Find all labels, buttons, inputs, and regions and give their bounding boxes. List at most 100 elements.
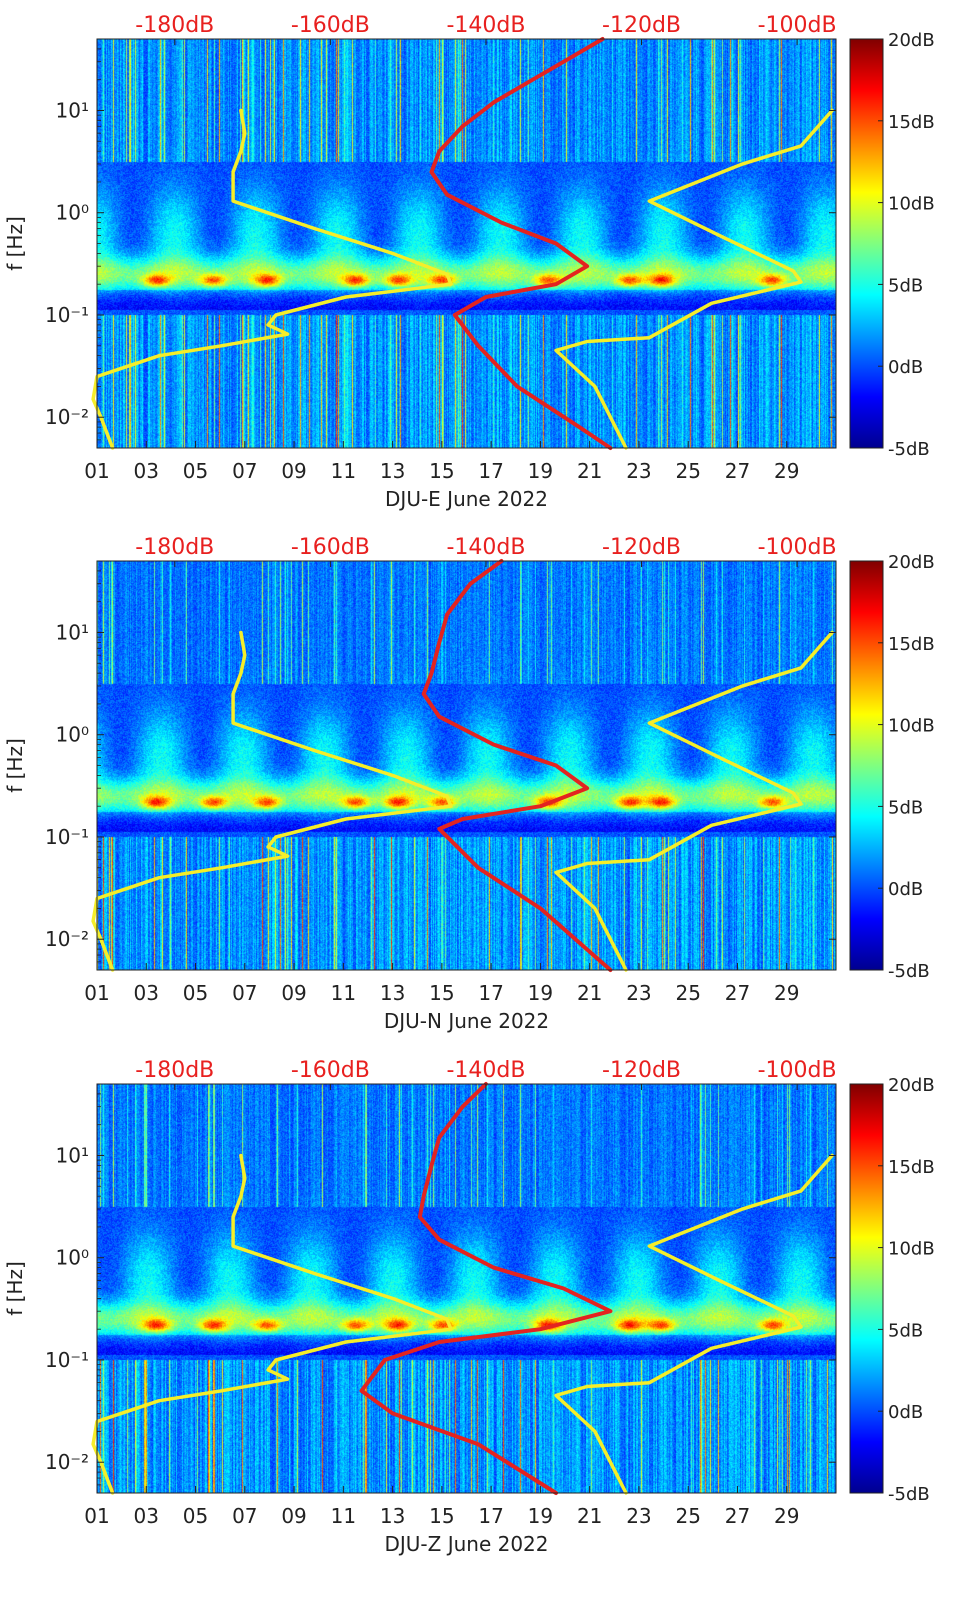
x-axis-tick-label: 23 <box>626 981 651 1005</box>
spectrogram-panel-e: -180dB -160dB -140dB -120dB -100dB 10¹ 10⁰ 10⁻¹… <box>3 13 935 511</box>
top-axis-tick-label: -160dB <box>291 1058 370 1083</box>
x-axis-tick-label: 11 <box>331 981 356 1005</box>
y-axis-tick-label: 10⁰ <box>56 723 89 747</box>
noise-model-line <box>554 108 834 450</box>
x-axis-tick-label: 03 <box>134 459 159 483</box>
colorbar <box>849 38 884 449</box>
top-axis-tick-label: -140dB <box>446 535 525 560</box>
x-axis-tick-label: 07 <box>232 1504 257 1528</box>
y-axis-tick-label: 10⁰ <box>56 1246 89 1270</box>
colorbar <box>849 560 884 971</box>
x-axis-tick-label: 29 <box>774 1504 799 1528</box>
x-axis-tick-label: 11 <box>331 459 356 483</box>
colorbar-tick-label: -5dB <box>888 1484 930 1505</box>
x-axis-tick-label: 13 <box>380 459 405 483</box>
x-axis-tick-label: 21 <box>577 1504 602 1528</box>
y-axis-tick-label: 10⁻¹ <box>45 1348 89 1372</box>
x-axis-tick-label: 01 <box>84 459 109 483</box>
top-axis-tick-label: -160dB <box>291 13 370 38</box>
top-axis-tick-label: -100dB <box>758 1058 837 1083</box>
spectrogram-heatmap <box>97 561 836 970</box>
colorbar-tick-label: 15dB <box>888 1157 935 1178</box>
y-axis-tick-label: 10¹ <box>56 1143 89 1167</box>
x-axis-tick-label: 19 <box>528 1504 553 1528</box>
colorbar-tick-label: 10dB <box>888 716 935 737</box>
top-axis-tick-label: -160dB <box>291 535 370 560</box>
top-axis-tick-label: -100dB <box>758 13 837 38</box>
x-axis-tick-label: 09 <box>281 981 306 1005</box>
x-axis-tick-label: 01 <box>84 981 109 1005</box>
spectrogram-heatmap <box>97 39 836 448</box>
colorbar-tick-label: 5dB <box>888 275 923 296</box>
top-axis-tick-label: -100dB <box>758 535 837 560</box>
station-psd-line <box>359 1082 613 1495</box>
x-axis-tick-label: 27 <box>725 459 750 483</box>
x-axis-tick-label: 27 <box>725 981 750 1005</box>
colorbar-tick-label: 20dB <box>888 1075 935 1096</box>
x-axis-tick-label: 25 <box>675 459 700 483</box>
x-axis-label: DJU-N June 2022 <box>384 1009 549 1033</box>
noise-model-line <box>554 630 834 972</box>
top-axis-tick-label: -140dB <box>446 13 525 38</box>
x-axis-label: DJU-E June 2022 <box>385 487 548 511</box>
colorbar-tick-label: 0dB <box>888 879 923 900</box>
spectrogram-heatmap <box>97 1084 836 1493</box>
top-axis-tick-label: -120dB <box>602 535 681 560</box>
colorbar-tick-label: 15dB <box>888 112 935 133</box>
x-axis-tick-label: 09 <box>281 459 306 483</box>
colorbar <box>849 1083 884 1494</box>
x-axis-tick-label: 09 <box>281 1504 306 1528</box>
x-axis-tick-label: 21 <box>577 459 602 483</box>
x-axis-tick-label: 15 <box>429 459 454 483</box>
colorbar-tick-label: -5dB <box>888 439 930 460</box>
x-axis-tick-label: 13 <box>380 1504 405 1528</box>
spectrogram-panel-n: -180dB -160dB -140dB -120dB -100dB 10¹ 10⁰ 10⁻¹… <box>3 535 935 1033</box>
x-axis-tick-label: 05 <box>183 981 208 1005</box>
x-axis-tick-label: 07 <box>232 981 257 1005</box>
x-axis-tick-label: 03 <box>134 981 159 1005</box>
x-axis-tick-label: 13 <box>380 981 405 1005</box>
x-axis-tick-label: 03 <box>134 1504 159 1528</box>
x-axis-tick-label: 25 <box>675 981 700 1005</box>
x-axis-tick-label: 25 <box>675 1504 700 1528</box>
colorbar-tick-label: -5dB <box>888 961 930 982</box>
top-axis-tick-label: -180dB <box>135 13 214 38</box>
x-axis-tick-label: 15 <box>429 1504 454 1528</box>
x-axis-label: DJU-Z June 2022 <box>384 1532 548 1556</box>
top-axis-tick-label: -180dB <box>135 1058 214 1083</box>
top-axis-tick-label: -120dB <box>602 1058 681 1083</box>
x-axis-tick-label: 17 <box>478 981 503 1005</box>
colorbar-tick-label: 0dB <box>888 1402 923 1423</box>
x-axis-tick-label: 07 <box>232 459 257 483</box>
x-axis-tick-label: 17 <box>478 459 503 483</box>
y-axis-tick-label: 10⁻² <box>45 405 89 429</box>
x-axis-tick-label: 05 <box>183 459 208 483</box>
x-axis-tick-label: 27 <box>725 1504 750 1528</box>
station-psd-line <box>421 559 613 972</box>
x-axis-tick-label: 23 <box>626 1504 651 1528</box>
top-axis-tick-label: -140dB <box>446 1058 525 1083</box>
x-axis-tick-label: 17 <box>478 1504 503 1528</box>
x-axis-tick-label: 15 <box>429 981 454 1005</box>
x-axis-tick-label: 21 <box>577 981 602 1005</box>
spectrogram-panel-z: -180dB -160dB -140dB -120dB -100dB 10¹ 10⁰ 10⁻¹… <box>3 1058 935 1556</box>
x-axis-tick-label: 05 <box>183 1504 208 1528</box>
y-axis-label: f [Hz] <box>3 1261 27 1316</box>
x-axis-tick-label: 11 <box>331 1504 356 1528</box>
colorbar-tick-label: 15dB <box>888 634 935 655</box>
x-axis-tick-label: 29 <box>774 459 799 483</box>
y-axis-tick-label: 10⁰ <box>56 201 89 225</box>
y-axis-tick-label: 10⁻² <box>45 1450 89 1474</box>
colorbar-tick-label: 5dB <box>888 1320 923 1341</box>
top-axis-tick-label: -120dB <box>602 13 681 38</box>
x-axis-tick-label: 01 <box>84 1504 109 1528</box>
top-axis-tick-label: -180dB <box>135 535 214 560</box>
x-axis-tick-label: 29 <box>774 981 799 1005</box>
y-axis-tick-label: 10⁻¹ <box>45 825 89 849</box>
y-axis-tick-label: 10⁻² <box>45 927 89 951</box>
colorbar-tick-label: 0dB <box>888 357 923 378</box>
x-axis-tick-label: 23 <box>626 459 651 483</box>
y-axis-tick-label: 10⁻¹ <box>45 303 89 327</box>
y-axis-label: f [Hz] <box>3 738 27 793</box>
